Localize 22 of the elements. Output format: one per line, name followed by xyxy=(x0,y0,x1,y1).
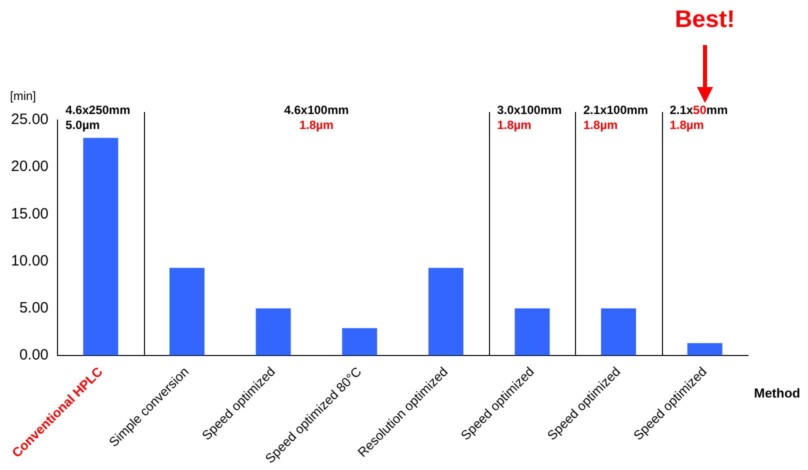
y-tick-label: 5.00 xyxy=(19,299,49,316)
annotation: 4.6x100mm 1.8µm xyxy=(284,103,349,132)
bar xyxy=(170,268,204,356)
bar xyxy=(687,343,722,356)
text: Best! xyxy=(674,6,736,34)
bar xyxy=(428,268,464,356)
y-tick-label: 20.00 xyxy=(10,158,49,176)
bar xyxy=(342,328,378,356)
annotation: 4.6x250mm 5.0µm xyxy=(66,103,130,132)
y-axis-title: [min] xyxy=(10,89,36,103)
annotation: 2.1x50mm 1.8µm xyxy=(670,103,728,132)
y-tick-label: 15.00 xyxy=(10,205,49,222)
annotation: 3.0x100mm 1.8µm xyxy=(497,103,562,132)
y-tick-label: 0.00 xyxy=(19,346,49,364)
bar xyxy=(601,308,636,356)
x-axis-title: Method xyxy=(754,385,800,400)
annotation: 2.1x100mm 1.8µm xyxy=(583,103,648,132)
y-tick-label: 25.00 xyxy=(10,111,49,128)
y-tick-label: 10.00 xyxy=(10,252,49,270)
bar xyxy=(514,308,550,356)
bar xyxy=(83,138,118,356)
bar xyxy=(256,308,291,356)
